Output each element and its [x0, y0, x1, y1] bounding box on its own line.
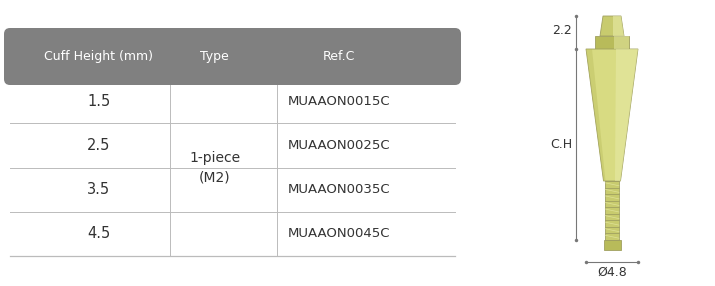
Text: Cuff Height (mm): Cuff Height (mm) — [44, 50, 154, 63]
Polygon shape — [595, 36, 629, 49]
FancyBboxPatch shape — [4, 28, 461, 85]
Text: 2.5: 2.5 — [87, 138, 111, 153]
Text: MUAAON0035C: MUAAON0035C — [288, 183, 390, 196]
Polygon shape — [615, 49, 638, 181]
Bar — [603, 240, 621, 250]
Polygon shape — [586, 49, 638, 181]
Text: Ø4.8: Ø4.8 — [597, 266, 627, 279]
Text: 2.2: 2.2 — [552, 24, 572, 37]
Text: MUAAON0045C: MUAAON0045C — [288, 227, 390, 240]
Text: C.H: C.H — [550, 138, 572, 151]
Bar — [605, 181, 619, 240]
Text: Type: Type — [200, 50, 229, 63]
Text: 1.5: 1.5 — [87, 94, 111, 109]
Polygon shape — [614, 36, 629, 49]
Text: MUAAON0025C: MUAAON0025C — [288, 139, 390, 152]
Text: 3.5: 3.5 — [87, 182, 111, 197]
Polygon shape — [586, 49, 606, 181]
Polygon shape — [613, 16, 624, 36]
Text: 1-piece
(M2): 1-piece (M2) — [189, 151, 240, 184]
Polygon shape — [600, 16, 624, 36]
Text: 4.5: 4.5 — [87, 227, 111, 241]
Text: Ref.C: Ref.C — [323, 50, 355, 63]
Text: MUAAON0015C: MUAAON0015C — [288, 95, 390, 108]
